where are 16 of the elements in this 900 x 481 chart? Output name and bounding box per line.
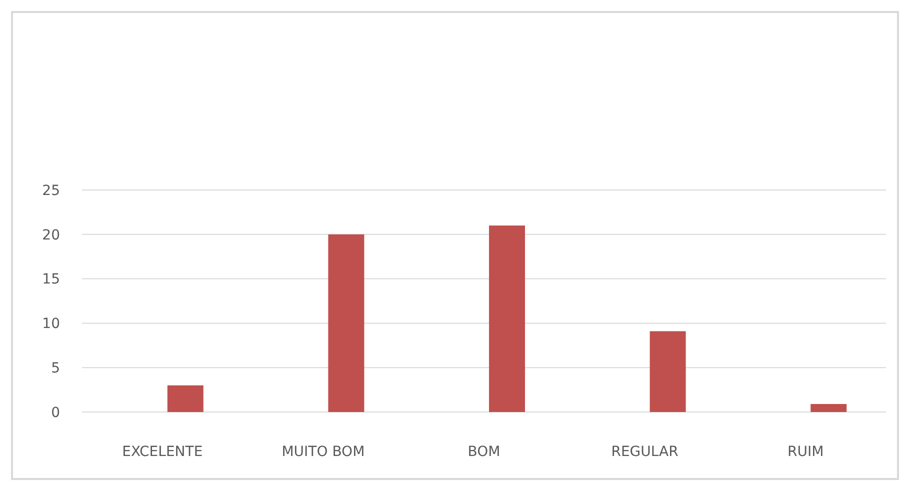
y-tick-label: 25 (42, 182, 60, 199)
x-tick-label: BOM (468, 444, 500, 460)
y-tick-label: 15 (42, 272, 60, 288)
y-tick-label: 5 (51, 360, 60, 376)
bar (167, 385, 204, 412)
x-tick-label: EXCELENTE (122, 444, 203, 460)
bar (810, 404, 847, 412)
bar (328, 234, 364, 412)
y-tick-label: 0 (51, 404, 60, 421)
bar (650, 331, 686, 412)
bar (489, 226, 525, 412)
x-tick-label: RUIM (788, 444, 824, 460)
x-tick-label: MUITO BOM (282, 444, 365, 460)
y-tick-label: 20 (42, 227, 60, 244)
x-tick-label: REGULAR (611, 444, 679, 460)
y-tick-label: 10 (42, 316, 60, 332)
